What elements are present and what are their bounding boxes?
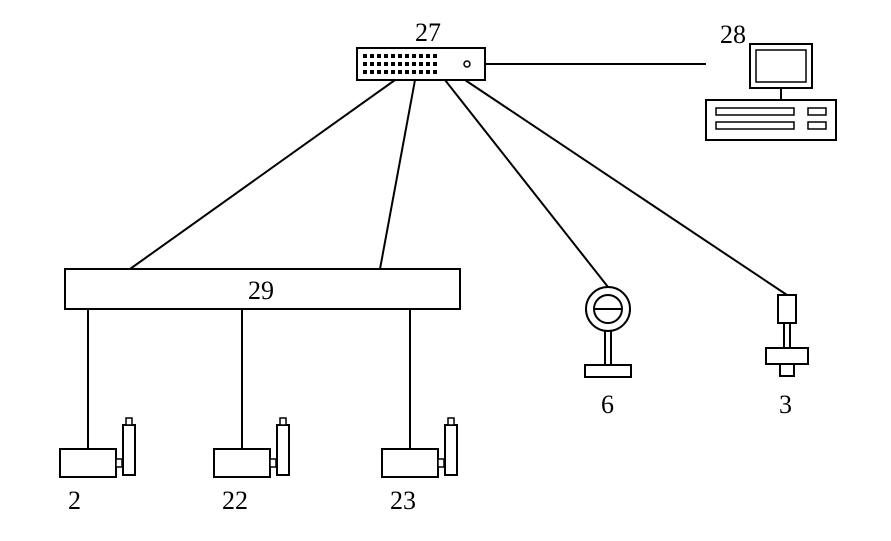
sensor-device — [585, 287, 631, 377]
motor3-label: 23 — [390, 486, 416, 516]
motor1-label: 2 — [68, 486, 81, 516]
motor-2 — [214, 418, 289, 477]
valve-device — [766, 295, 808, 376]
motor2-label: 22 — [222, 486, 248, 516]
motor-1 — [60, 418, 135, 477]
computer-label: 28 — [720, 20, 746, 50]
computer-device — [706, 44, 836, 140]
connections — [88, 64, 787, 449]
valve-label: 3 — [779, 390, 792, 420]
sensor-label: 6 — [601, 390, 614, 420]
controller-label: 29 — [248, 276, 274, 306]
motor-3 — [382, 418, 457, 477]
diagram-svg — [0, 0, 891, 541]
switch-device — [357, 48, 485, 80]
switch-label: 27 — [415, 18, 441, 48]
